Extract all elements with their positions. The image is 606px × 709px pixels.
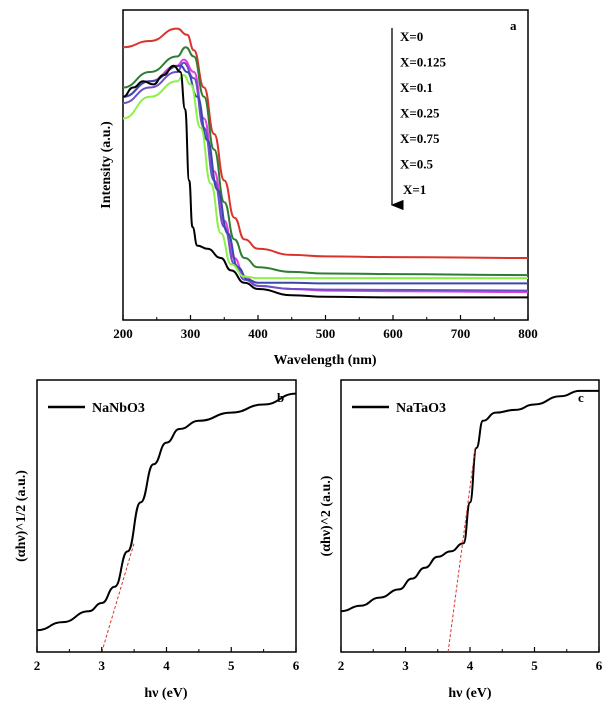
x-tick-label: 3 (99, 658, 106, 673)
x-tick-label: 6 (293, 658, 300, 673)
panel-a-ylabel: Intensity (a.u.) (99, 121, 114, 209)
x-tick-label: 500 (316, 326, 336, 341)
series-line-a-6 (122, 64, 528, 299)
panel-b-x-ticks: 2 3 4 5 6 (34, 647, 300, 673)
series-line-b-1 (101, 543, 135, 653)
panel-c-plot (340, 389, 599, 653)
series-line-c-1 (447, 447, 476, 653)
panel-a-plot (122, 27, 529, 299)
panel-b-frame (36, 379, 297, 653)
composition-label: X=0.25 (400, 106, 440, 121)
x-tick-label: 800 (518, 326, 538, 341)
series-line-a-4 (122, 64, 528, 285)
panel-c-label: c (578, 390, 584, 405)
x-tick-label: 5 (228, 658, 235, 673)
series-line-a-1 (122, 46, 529, 277)
panel-b-xlabel: hν (eV) (144, 686, 188, 701)
series-line-a-0 (122, 27, 529, 259)
composition-label: X=0.1 (400, 80, 433, 95)
x-tick-label: 700 (451, 326, 471, 341)
panel-c-legend-text: NaTaO3 (396, 401, 446, 416)
panel-a-label: a (510, 18, 517, 33)
panel-a-xlabel: Wavelength (nm) (273, 353, 376, 368)
composition-label: X=0.75 (400, 131, 440, 146)
composition-labels: X=0 X=0.125 X=0.1 X=0.25 X=0.75 X=0.5 X=1 (400, 29, 447, 197)
series-line-b-0 (36, 392, 297, 632)
panel-b-plot (36, 392, 297, 653)
panel-b-legend-text: NaNbO3 (92, 401, 145, 416)
x-tick-label: 6 (596, 658, 603, 673)
composition-label: X=0.125 (400, 55, 447, 70)
panel-b-ylabel: (αhν)^1/2 (a.u.) (14, 470, 29, 562)
x-tick-label: 300 (181, 326, 201, 341)
series-line-a-5 (122, 74, 528, 280)
panel-c-ylabel: (αhν)^2 (a.u.) (319, 475, 334, 556)
x-tick-label: 2 (338, 658, 345, 673)
panel-c-x-ticks: 2 3 4 5 6 (338, 647, 603, 673)
x-tick-label: 2 (34, 658, 41, 673)
x-tick-label: 5 (531, 658, 538, 673)
panel-b-label: b (277, 390, 284, 405)
panel-c-frame (340, 379, 600, 653)
composition-label: X=0.5 (400, 157, 434, 172)
panel-c-xlabel: hν (eV) (448, 686, 492, 701)
x-tick-label: 4 (467, 658, 474, 673)
composition-label: X=0 (400, 29, 423, 44)
composition-label: X=1 (403, 182, 426, 197)
x-tick-label: 4 (163, 658, 170, 673)
x-tick-label: 600 (383, 326, 403, 341)
x-tick-label: 200 (113, 326, 133, 341)
x-tick-label: 3 (402, 658, 409, 673)
panel-a-x-ticks: 200 300 400 500 600 700 800 (113, 315, 538, 341)
series-line-c-0 (340, 389, 599, 613)
x-tick-label: 400 (248, 326, 268, 341)
